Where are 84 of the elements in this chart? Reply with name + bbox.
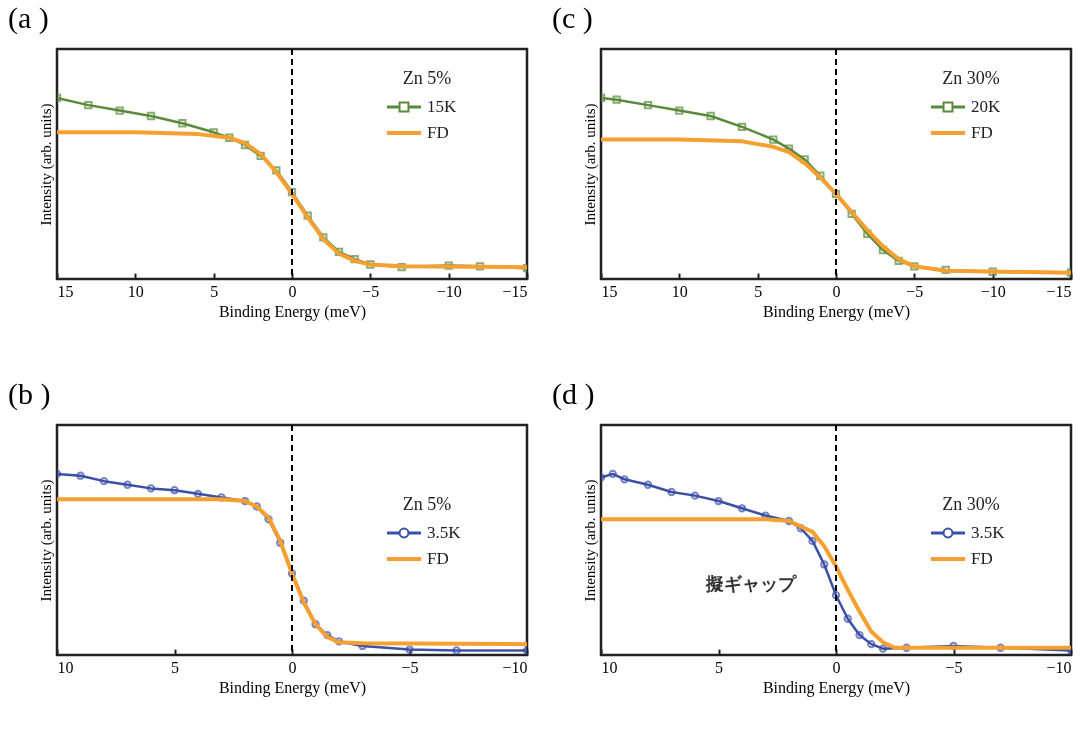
x-tick-label: −10 <box>1046 658 1072 676</box>
x-tick-label: 10 <box>127 282 144 300</box>
x-tick-label: −10 <box>436 282 462 300</box>
x-tick-label: −15 <box>1046 282 1072 300</box>
x-axis-title: Binding Energy (meV) <box>218 302 367 321</box>
point <box>784 516 794 526</box>
x-axis-title: Binding Energy (meV) <box>218 678 367 697</box>
legend-label: FD <box>971 123 993 142</box>
chart-title: (c ) <box>552 1 593 35</box>
chart-title: (b ) <box>8 377 51 411</box>
point <box>902 643 911 652</box>
chart-title: (a ) <box>8 1 49 35</box>
x-tick-label: 15 <box>601 282 618 300</box>
point <box>334 637 344 646</box>
point <box>608 469 617 479</box>
point <box>996 643 1005 652</box>
legend-label: 20K <box>971 97 1001 116</box>
point <box>264 515 273 524</box>
legend-title: Zn 5% <box>402 68 452 88</box>
legend-label: 3.5K <box>427 523 462 542</box>
x-tick-label: 5 <box>715 658 723 676</box>
legend-label: FD <box>427 549 449 568</box>
point <box>737 504 747 513</box>
point <box>667 487 676 497</box>
point <box>820 560 829 569</box>
point <box>299 596 308 605</box>
x-tick-label: 0 <box>832 282 841 300</box>
x-tick-label: 5 <box>171 658 179 676</box>
legend-title: Zn 30% <box>942 68 1000 88</box>
x-tick-label: −15 <box>502 282 528 300</box>
point <box>240 496 250 506</box>
y-axis-title: Intensity (arb. units) <box>581 479 599 602</box>
x-tick-label: 0 <box>832 658 841 676</box>
point <box>831 591 841 600</box>
x-tick-label: 0 <box>288 658 297 676</box>
x-tick-label: 15 <box>57 282 74 300</box>
point <box>714 496 723 506</box>
point <box>99 476 109 486</box>
point <box>170 486 179 495</box>
point <box>796 524 805 533</box>
point <box>287 569 297 578</box>
point <box>878 644 888 653</box>
point <box>452 646 461 655</box>
point <box>323 630 332 640</box>
point <box>252 502 261 511</box>
point <box>808 536 817 546</box>
point <box>405 645 414 654</box>
point <box>690 491 700 500</box>
point <box>276 538 285 547</box>
x-tick-label: −5 <box>362 282 380 300</box>
x-tick-label: 10 <box>601 658 618 676</box>
y-axis-title: Intensity (arb. units) <box>37 479 55 602</box>
x-axis-title: Binding Energy (meV) <box>762 302 911 321</box>
x-tick-label: 10 <box>57 658 74 676</box>
x-tick-label: −10 <box>980 282 1006 300</box>
point <box>193 489 203 498</box>
chart-title: (d ) <box>552 377 595 411</box>
x-tick-label: 10 <box>671 282 688 300</box>
x-tick-label: 0 <box>288 282 297 300</box>
legend-label: 3.5K <box>971 523 1006 542</box>
x-axis-title: Binding Energy (meV) <box>762 678 911 697</box>
x-tick-label: −10 <box>502 658 528 676</box>
x-tick-label: 5 <box>754 282 763 300</box>
point <box>620 475 629 484</box>
x-tick-label: −5 <box>401 658 419 676</box>
point <box>76 471 85 480</box>
y-axis-title: Intensity (arb. units) <box>581 103 599 226</box>
legend-label: 15K <box>427 97 457 116</box>
x-tick-label: 5 <box>210 282 219 300</box>
point <box>843 614 852 623</box>
legend-title: Zn 30% <box>942 494 1000 514</box>
y-axis-title: Intensity (arb. units) <box>37 103 55 226</box>
legend-title: Zn 5% <box>402 494 452 514</box>
point <box>867 639 876 649</box>
x-tick-label: −5 <box>945 658 963 676</box>
annotation: 擬ギャップ <box>705 573 797 594</box>
legend-label: FD <box>971 549 993 568</box>
point <box>855 630 864 640</box>
point <box>643 480 653 489</box>
point <box>123 480 132 489</box>
x-tick-label: −5 <box>906 282 924 300</box>
point <box>146 484 156 493</box>
point <box>311 620 320 629</box>
legend-label: FD <box>427 123 449 142</box>
